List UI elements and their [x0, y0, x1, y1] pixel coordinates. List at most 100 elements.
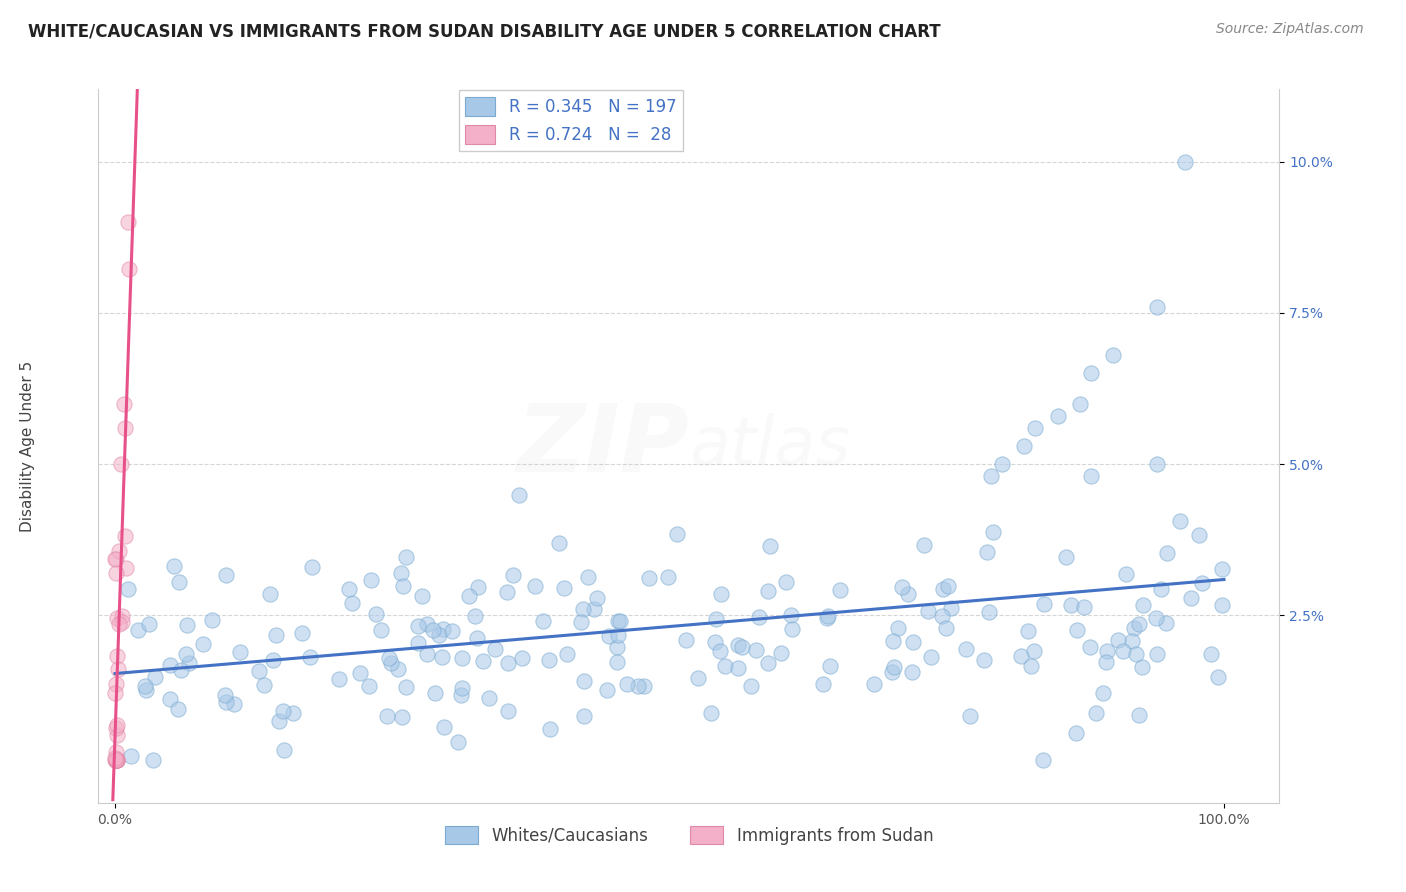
Point — [862, 677, 884, 691]
Legend: Whites/Caucasians, Immigrants from Sudan: Whites/Caucasians, Immigrants from Sudan — [439, 820, 939, 852]
Point — [959, 709, 981, 723]
Point — [1102, 348, 1125, 362]
Point — [441, 624, 464, 639]
Point — [901, 665, 924, 680]
Point — [464, 608, 486, 623]
Point — [1084, 706, 1107, 721]
Point — [897, 587, 920, 601]
Point — [555, 647, 578, 661]
Point — [105, 754, 128, 768]
Point — [120, 748, 142, 763]
Point — [273, 743, 295, 757]
Point — [281, 706, 304, 721]
Point — [901, 635, 924, 649]
Point — [269, 714, 291, 729]
Point — [134, 679, 156, 693]
Point — [105, 611, 128, 625]
Point — [406, 618, 429, 632]
Point — [291, 626, 314, 640]
Point — [931, 608, 953, 623]
Point — [1146, 647, 1168, 661]
Point — [1097, 644, 1119, 658]
Text: atlas: atlas — [689, 413, 851, 479]
Text: WHITE/CAUCASIAN VS IMMIGRANTS FROM SUDAN DISABILITY AGE UNDER 5 CORRELATION CHAR: WHITE/CAUCASIAN VS IMMIGRANTS FROM SUDAN… — [28, 22, 941, 40]
Point — [411, 589, 433, 603]
Point — [675, 633, 697, 648]
Point — [214, 689, 236, 703]
Point — [387, 662, 409, 676]
Point — [370, 623, 392, 637]
Point — [548, 536, 571, 550]
Point — [115, 561, 138, 575]
Point — [1080, 367, 1102, 381]
Point — [416, 648, 439, 662]
Point — [633, 679, 655, 693]
Point — [117, 582, 139, 597]
Point — [138, 616, 160, 631]
Point — [179, 656, 201, 670]
Point — [1199, 648, 1222, 662]
Point — [273, 704, 295, 718]
Text: Source: ZipAtlas.com: Source: ZipAtlas.com — [1216, 22, 1364, 37]
Point — [496, 656, 519, 670]
Point — [391, 709, 413, 723]
Point — [727, 661, 749, 675]
Point — [170, 664, 193, 678]
Point — [955, 641, 977, 656]
Point — [704, 634, 727, 648]
Point — [1174, 154, 1197, 169]
Point — [193, 637, 215, 651]
Point — [627, 679, 650, 693]
Point — [259, 587, 281, 601]
Point — [1180, 591, 1202, 605]
Point — [1046, 409, 1069, 423]
Point — [450, 688, 472, 702]
Point — [758, 539, 780, 553]
Point — [174, 647, 197, 661]
Point — [340, 596, 363, 610]
Point — [1014, 439, 1036, 453]
Point — [886, 621, 908, 635]
Point — [135, 682, 157, 697]
Point — [609, 614, 631, 628]
Point — [523, 579, 546, 593]
Point — [392, 579, 415, 593]
Point — [105, 754, 128, 768]
Point — [127, 623, 149, 637]
Point — [105, 566, 128, 580]
Point — [432, 720, 454, 734]
Point — [1206, 670, 1229, 684]
Point — [262, 653, 284, 667]
Point — [108, 544, 131, 558]
Point — [105, 728, 128, 742]
Point — [740, 679, 762, 693]
Point — [1132, 598, 1154, 612]
Point — [727, 638, 749, 652]
Point — [163, 558, 186, 573]
Point — [572, 709, 595, 723]
Point — [688, 671, 710, 685]
Point — [104, 685, 127, 699]
Point — [337, 582, 360, 597]
Point — [408, 635, 430, 649]
Point — [714, 659, 737, 673]
Point — [430, 650, 453, 665]
Point — [817, 609, 839, 624]
Point — [1191, 575, 1213, 590]
Point — [105, 721, 128, 735]
Point — [104, 754, 127, 768]
Point — [1019, 658, 1042, 673]
Point — [349, 665, 371, 680]
Point — [606, 655, 628, 669]
Point — [977, 605, 1000, 619]
Point — [980, 469, 1002, 483]
Point — [478, 691, 501, 706]
Point — [553, 581, 575, 595]
Point — [818, 659, 841, 673]
Point — [104, 754, 127, 768]
Point — [510, 651, 533, 665]
Point — [569, 615, 592, 630]
Point — [912, 538, 935, 552]
Point — [1107, 632, 1129, 647]
Point — [104, 751, 127, 765]
